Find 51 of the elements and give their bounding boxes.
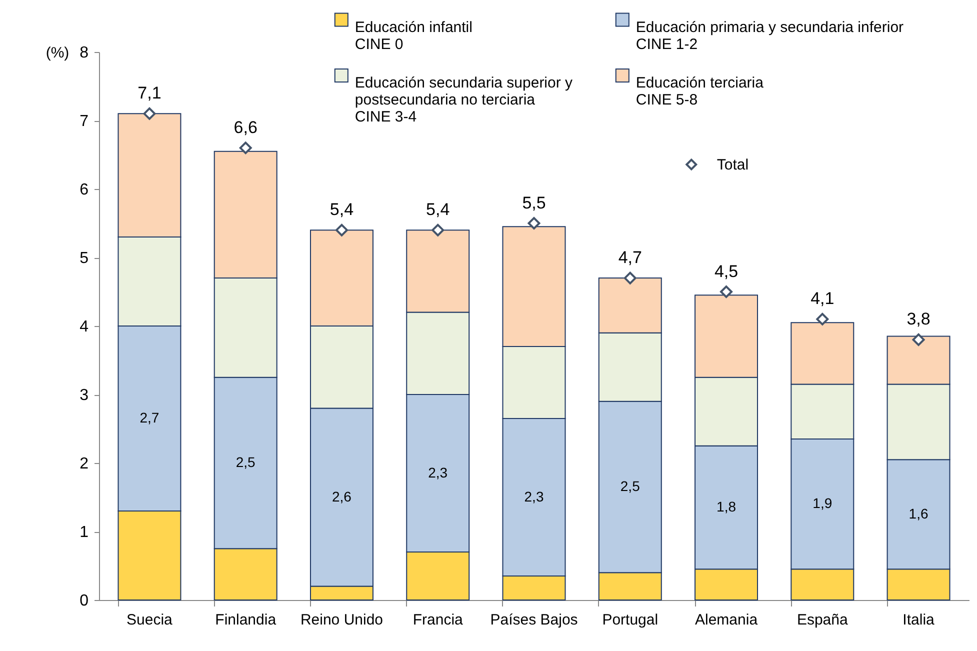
y-tick-label: 1 (80, 524, 89, 541)
data-label: 2,3 (428, 464, 448, 480)
data-label: 4,7 (618, 248, 642, 268)
x-tick-label: Suecia (126, 612, 174, 628)
data-label: 2,3 (524, 488, 544, 504)
legend-label: Educación terciaria CINE 5-8 (636, 74, 764, 108)
data-label: 1,9 (812, 495, 832, 512)
data-label: 5,4 (426, 200, 450, 220)
y-axis-title: (%) (46, 44, 70, 62)
point (528, 217, 540, 230)
point (143, 107, 156, 120)
point (720, 286, 733, 298)
x-tick-label: Reino Unido (300, 612, 384, 628)
point (335, 224, 348, 236)
data-label: 5,4 (330, 200, 354, 220)
data-label: 1,6 (908, 505, 928, 522)
data-label: 2,5 (620, 478, 640, 494)
legend-label: Total (716, 156, 749, 174)
data-label: 3,8 (906, 310, 930, 329)
y-tick-label: 7 (80, 113, 89, 130)
legend-label: Educación infantil CINE 0 (354, 18, 472, 53)
x-tick-label: España (796, 612, 848, 628)
point (912, 333, 925, 346)
data-label: 5,5 (522, 193, 546, 212)
data-label: 2,5 (236, 454, 256, 470)
x-tick-label: Portugal (602, 612, 658, 628)
data-label: 2,6 (332, 488, 352, 504)
data-label: 2,7 (140, 409, 160, 426)
y-tick-label: 8 (80, 44, 89, 62)
x-tick-label: Alemania (694, 612, 758, 628)
y-tick-label: 5 (80, 250, 89, 267)
y-tick-label: 2 (80, 456, 89, 472)
x-tick-label: Finlandia (215, 612, 277, 628)
legend-label: Educación secundaria superior y postsecundaria no terciaria CINE 3-4 (354, 74, 574, 126)
point (624, 272, 636, 284)
y-tick-label: 6 (80, 182, 89, 198)
point (816, 312, 829, 326)
point (239, 142, 252, 154)
y-tick-label: 0 (80, 592, 89, 610)
data-label: 6,6 (234, 118, 258, 137)
data-label: 4,5 (714, 262, 738, 281)
point (432, 224, 444, 236)
x-tick-label: Italia (902, 612, 936, 628)
x-tick-label: Países Bajos (490, 612, 578, 628)
x-tick-label: Francia (412, 612, 464, 628)
data-label: 7,1 (138, 84, 162, 103)
y-tick-label: 3 (80, 387, 89, 404)
data-label: 4,1 (810, 289, 834, 308)
data-label: 1,8 (716, 498, 736, 515)
y-tick-label: 4 (80, 318, 89, 336)
legend-label: Educación primaria y secundaria inferior CINE 1-2 (636, 18, 904, 53)
